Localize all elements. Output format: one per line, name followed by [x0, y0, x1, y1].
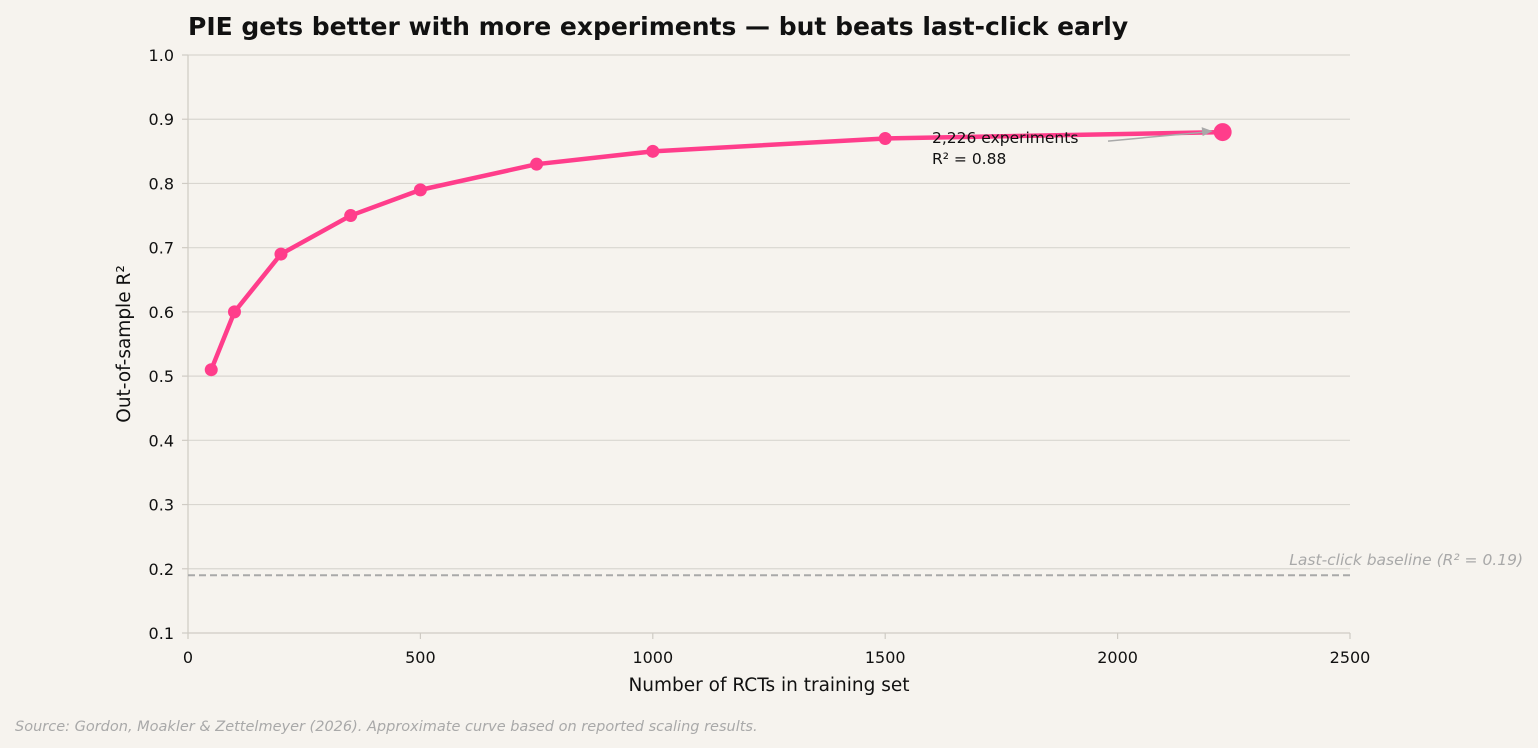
annotation-arrow	[1107, 131, 1205, 142]
series-line	[208, 129, 1225, 372]
y-tick-label: 0.7	[149, 239, 174, 258]
y-tick-label: 0.1	[149, 624, 174, 643]
data-point	[204, 363, 218, 377]
y-tick-label: 0.2	[149, 560, 174, 579]
highlight-point	[1213, 123, 1232, 142]
data-point	[530, 157, 544, 171]
y-tick-label: 0.8	[149, 174, 174, 193]
x-tick-label: 1500	[865, 648, 906, 667]
y-ticks: 0.1 0.2 0.3 0.4 0.5 0.6 0.7 0.8 0.9 1.0	[149, 46, 188, 643]
baseline-label: Last-click baseline (R² = 0.19)	[1289, 551, 1523, 569]
data-point	[344, 209, 358, 223]
y-tick-label: 0.3	[149, 496, 174, 515]
x-tick-label: 500	[405, 648, 436, 667]
x-ticks: 0 500 1000 1500 2000 2500	[183, 633, 1370, 667]
annotation-arrowhead	[1201, 127, 1213, 137]
x-tick-label: 1000	[632, 648, 673, 667]
data-point	[227, 305, 241, 319]
axes	[187, 55, 1350, 634]
y-tick-label: 1.0	[149, 46, 174, 65]
chart-title: PIE gets better with more experiments — …	[188, 12, 1128, 41]
annotation-line1: 2,226 experiments	[932, 129, 1078, 147]
series	[204, 123, 1232, 377]
annotation: 2,226 experiments R² = 0.88	[932, 127, 1213, 168]
x-tick-label: 2500	[1330, 648, 1371, 667]
data-point	[413, 183, 427, 197]
x-axis-label: Number of RCTs in training set	[628, 675, 909, 696]
data-point	[646, 144, 660, 158]
x-tick-label: 0	[183, 648, 193, 667]
source-note: Source: Gordon, Moakler & Zettelmeyer (2…	[15, 719, 758, 735]
data-point	[878, 131, 892, 145]
grid	[188, 54, 1350, 570]
x-tick-label: 2000	[1097, 648, 1138, 667]
y-tick-label: 0.9	[149, 110, 174, 129]
y-tick-label: 0.4	[149, 431, 174, 450]
y-tick-label: 0.6	[149, 303, 174, 322]
y-axis-label: Out-of-sample R²	[114, 265, 135, 422]
data-point	[274, 247, 288, 261]
y-tick-label: 0.5	[149, 367, 174, 386]
annotation-line2: R² = 0.88	[932, 150, 1006, 168]
